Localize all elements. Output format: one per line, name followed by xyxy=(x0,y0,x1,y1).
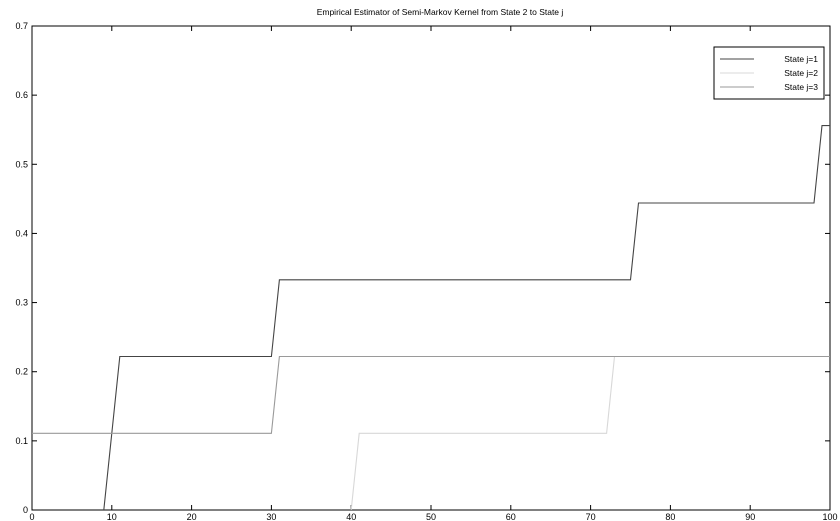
y-tick-label: 0.2 xyxy=(15,367,28,377)
chart-title: Empirical Estimator of Semi-Markov Kerne… xyxy=(317,7,564,17)
x-tick-label: 100 xyxy=(822,512,837,521)
x-tick-label: 10 xyxy=(107,512,117,521)
plot-area-frame xyxy=(31,25,831,511)
y-tick-label: 0.6 xyxy=(15,90,28,100)
y-tick-label: 0 xyxy=(23,505,28,515)
x-tick-label: 0 xyxy=(29,512,34,521)
series-line-1 xyxy=(103,125,830,511)
y-tick-label: 0.5 xyxy=(15,159,28,169)
x-tick-label: 60 xyxy=(506,512,516,521)
x-tick-label: 90 xyxy=(745,512,755,521)
y-tick-label: 0.1 xyxy=(15,436,28,446)
series-line-2 xyxy=(350,355,830,511)
y-tick-label: 0.4 xyxy=(15,228,28,238)
x-tick-label: 30 xyxy=(266,512,276,521)
x-tick-label: 20 xyxy=(187,512,197,521)
x-tick-label: 80 xyxy=(665,512,675,521)
legend-label-1: State j=1 xyxy=(784,54,818,64)
legend-label-2: State j=2 xyxy=(784,68,818,78)
x-tick-label: 50 xyxy=(426,512,436,521)
series-line-3 xyxy=(32,355,830,434)
x-tick-label: 40 xyxy=(346,512,356,521)
legend-label-3: State j=3 xyxy=(784,82,818,92)
x-tick-label: 70 xyxy=(586,512,596,521)
y-tick-label: 0.3 xyxy=(15,298,28,308)
series-group xyxy=(32,125,830,511)
legend: State j=1 State j=2 State j=3 xyxy=(713,46,825,100)
y-tick-label: 0.7 xyxy=(15,21,28,31)
x-axis: 0 10 20 30 40 50 60 70 80 90 100 xyxy=(29,26,838,521)
y-axis: 0 0.1 0.2 0.3 0.4 0.5 0.6 0.7 xyxy=(15,21,830,515)
